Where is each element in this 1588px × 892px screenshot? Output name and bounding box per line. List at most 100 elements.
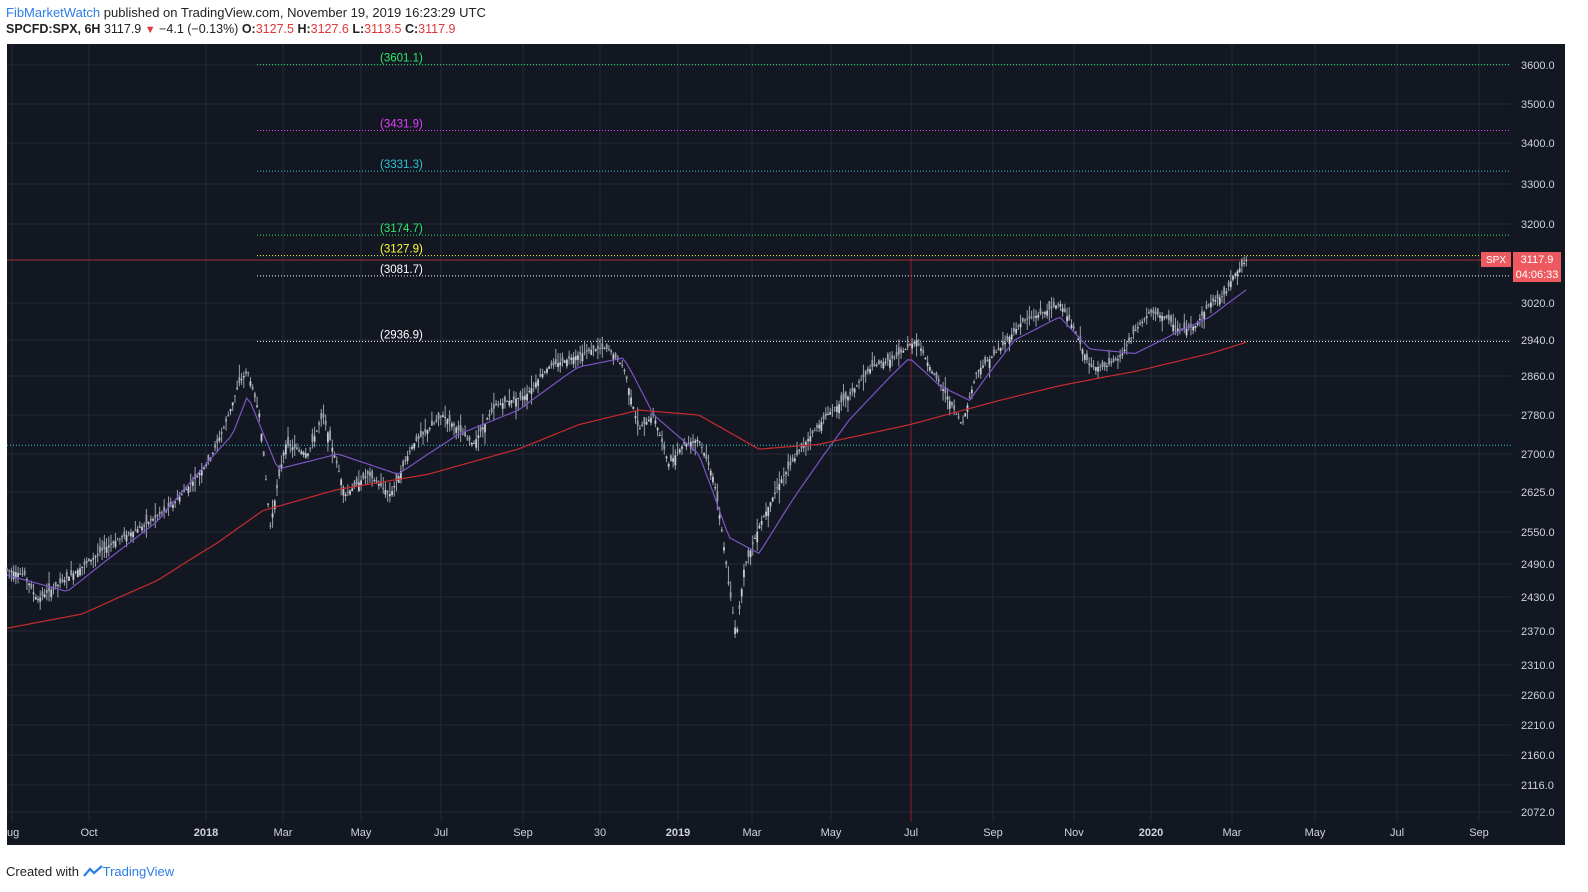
candle-body: [506, 400, 509, 402]
candle-body: [975, 372, 978, 375]
fib-level-label: (3601.1): [380, 53, 423, 65]
candle-body: [557, 363, 559, 368]
candle-body: [917, 343, 920, 345]
candle-body: [791, 457, 794, 462]
candle-body: [869, 369, 871, 374]
author-link[interactable]: FibMarketWatch: [6, 5, 101, 20]
candle-body: [121, 536, 123, 538]
candle-body: [291, 447, 294, 451]
candle-body: [249, 381, 252, 386]
tradingview-brand[interactable]: TradingView: [102, 864, 175, 879]
candle-body: [267, 503, 270, 505]
candle-body: [809, 436, 812, 442]
candle-body: [156, 515, 159, 517]
x-tick-label: 2018: [194, 827, 218, 839]
candle-body: [163, 506, 166, 512]
candle-body: [435, 419, 438, 422]
candle-body: [1021, 317, 1024, 322]
candle-body: [1083, 354, 1086, 360]
candle-body: [703, 453, 706, 456]
candle-body: [37, 599, 39, 601]
candle-body: [672, 458, 675, 462]
candle-body: [968, 396, 971, 398]
candle-body: [1032, 316, 1035, 318]
candle-body: [745, 561, 748, 564]
candle-body: [90, 559, 92, 562]
candle-body: [807, 439, 810, 442]
candle-body: [970, 389, 973, 394]
candle-body: [727, 582, 730, 584]
ohlc-line: SPCFD:SPX, 6H 3117.9 ▼ −4.1 (−0.13%) O:3…: [6, 21, 486, 39]
candle-body: [271, 513, 274, 518]
candle-body: [776, 487, 779, 489]
candle-body: [260, 433, 263, 442]
candle-body: [625, 376, 628, 379]
candle-body: [357, 482, 360, 492]
candle-body: [1001, 341, 1004, 346]
candle-body: [1148, 312, 1150, 314]
candle-body: [404, 460, 407, 462]
candle-body: [21, 573, 24, 575]
candle-body: [951, 401, 953, 406]
candle-body: [765, 511, 767, 517]
y-tick-label: 3200.0: [1521, 219, 1555, 231]
candle-body: [822, 415, 825, 419]
candle-body: [1221, 296, 1223, 298]
candle-body: [1059, 304, 1062, 307]
candle-body: [191, 481, 194, 486]
candle-body: [833, 407, 836, 409]
candle-body: [1232, 276, 1234, 280]
candle-body: [231, 402, 234, 406]
candle-body: [909, 343, 911, 346]
symbol-tag: [1481, 252, 1511, 268]
candle-body: [428, 428, 431, 430]
y-tick-label: 2430.0: [1521, 592, 1555, 604]
candle-body: [280, 464, 283, 468]
candle-body: [492, 404, 495, 409]
candle-body: [663, 444, 666, 450]
x-tick-label: May: [351, 827, 372, 839]
candle-body: [902, 350, 905, 353]
candle-body: [1227, 282, 1230, 287]
candle-body: [858, 381, 860, 383]
candle-body: [83, 561, 86, 565]
candle-body: [373, 480, 376, 482]
candle-body: [709, 470, 712, 476]
candle-body: [1103, 362, 1106, 367]
candle-body: [760, 521, 763, 525]
candle-body: [871, 360, 874, 367]
gridlines: [7, 44, 1511, 822]
candle-body: [999, 347, 1002, 352]
candle-body: [813, 430, 816, 432]
price-axis: [1511, 44, 1565, 822]
candle-body: [1203, 312, 1206, 320]
candle-body: [1068, 315, 1071, 321]
candle-body: [382, 487, 385, 489]
candle-body: [820, 421, 823, 431]
candle-body: [369, 471, 371, 477]
candle-body: [687, 442, 690, 444]
candle-body: [220, 432, 223, 434]
candle-body: [298, 450, 301, 452]
candle-body: [1240, 259, 1243, 266]
candle-body: [849, 391, 852, 395]
candle-body: [1161, 315, 1164, 321]
candle-body: [123, 531, 126, 537]
candle-body: [377, 483, 380, 486]
candle-body: [59, 578, 62, 584]
candle-body: [338, 470, 340, 472]
candle-body: [933, 373, 936, 375]
candle-body: [39, 597, 42, 602]
candle-body: [712, 476, 714, 483]
candle-body: [605, 344, 608, 349]
candle-body: [689, 441, 692, 449]
candle-body: [758, 525, 761, 529]
candle-body: [1108, 357, 1110, 365]
candle-body: [734, 627, 736, 635]
candle-body: [1176, 328, 1179, 332]
candle-body: [28, 583, 31, 586]
candle-body: [1209, 302, 1212, 308]
candle-body: [548, 366, 551, 369]
candle-body: [922, 350, 925, 354]
